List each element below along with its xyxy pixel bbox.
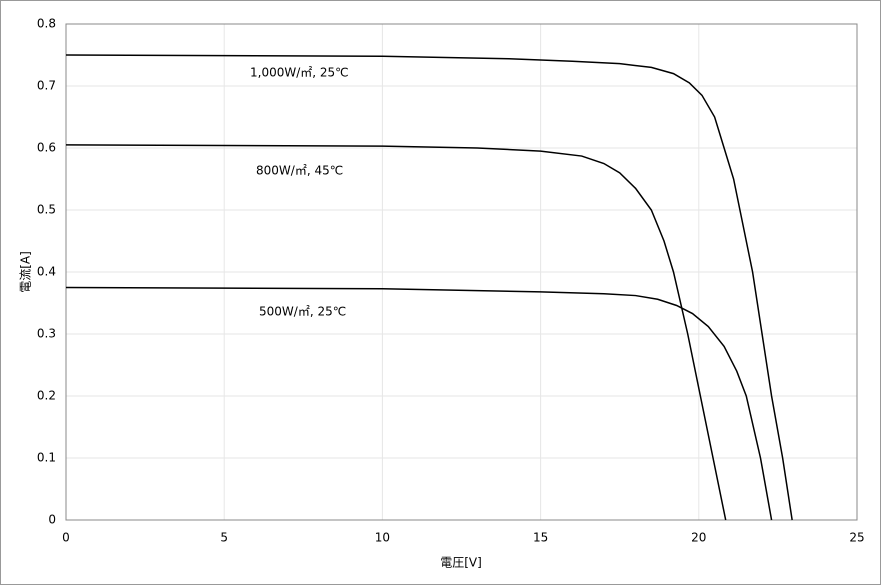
curve-label: 1,000W/㎡, 25℃ bbox=[250, 66, 349, 80]
y-tick-label: 0.2 bbox=[37, 389, 56, 403]
x-tick-label: 20 bbox=[691, 531, 706, 545]
y-tick-label: 0.7 bbox=[37, 79, 56, 93]
x-tick-label: 0 bbox=[62, 531, 70, 545]
y-tick-label: 0.3 bbox=[37, 327, 56, 341]
x-tick-label: 15 bbox=[533, 531, 548, 545]
curve-label: 500W/㎡, 25℃ bbox=[259, 305, 346, 319]
curve bbox=[65, 286, 773, 521]
y-tick-label: 0 bbox=[48, 513, 56, 527]
x-axis-label: 電圧[V] bbox=[440, 556, 482, 570]
curve bbox=[65, 54, 793, 521]
x-tick-label: 25 bbox=[849, 531, 864, 545]
y-axis-label: 電流[A] bbox=[19, 251, 33, 293]
y-tick-label: 0.8 bbox=[37, 17, 56, 31]
y-tick-label: 0.1 bbox=[37, 451, 56, 465]
plot-border bbox=[65, 23, 858, 521]
x-tick-label: 5 bbox=[220, 531, 228, 545]
y-tick-label: 0.5 bbox=[37, 203, 56, 217]
y-tick-label: 0.4 bbox=[37, 265, 56, 279]
curve-label: 800W/㎡, 45℃ bbox=[256, 164, 343, 178]
y-tick-label: 0.6 bbox=[37, 141, 56, 155]
x-tick-label: 10 bbox=[375, 531, 390, 545]
curve bbox=[65, 144, 727, 521]
